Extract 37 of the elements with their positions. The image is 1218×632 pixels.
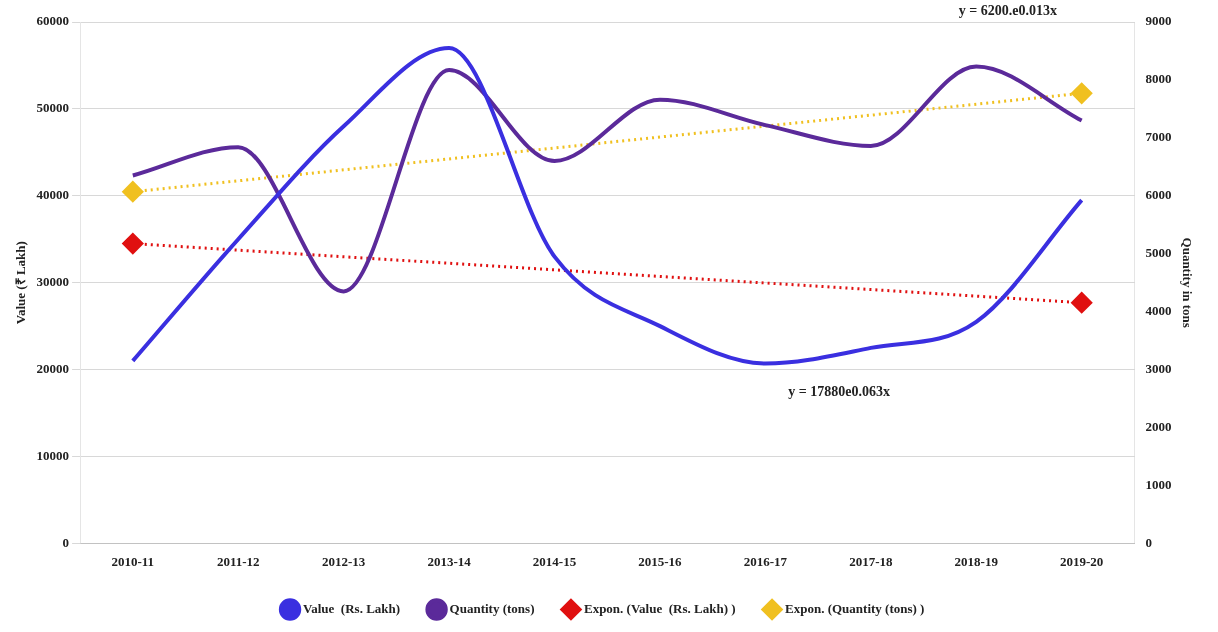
y2-tick-label: 7000 [1145, 129, 1172, 145]
y2-axis-title: Quantity in tons [1179, 237, 1195, 328]
y-tick-label: 40000 [36, 187, 70, 203]
x-tick-label: 2017-18 [849, 553, 893, 569]
x-tick-label: 2015-16 [638, 553, 683, 569]
y-tick-label: 10000 [36, 447, 70, 463]
y-tick-label: 20000 [36, 360, 70, 376]
x-tick-label: 2010-11 [111, 553, 155, 569]
x-tick-label: 2016-17 [743, 553, 788, 569]
legend-label: Expon. (Value (Rs. Lakh) ) [583, 600, 736, 616]
y2-tick-label: 2000 [1145, 418, 1172, 434]
y2-tick-label: 1000 [1145, 476, 1172, 492]
y-tick-label: 30000 [36, 274, 70, 290]
line-series [130, 46, 1084, 366]
x-tick-label: 2019-20 [1060, 553, 1104, 569]
line-series [130, 64, 1084, 294]
x-tick-label: 2013-14 [427, 553, 472, 569]
y2-tick-label: 0 [1145, 534, 1152, 550]
legend-label: Value (Rs. Lakh) [303, 600, 401, 616]
y-axis-title: Value (₹ Lakh) [13, 241, 29, 325]
x-tick-label: 2011-12 [216, 553, 260, 569]
x-tick-label: 2012-13 [322, 553, 366, 569]
y2-tick-label: 6000 [1145, 187, 1172, 203]
annotation: y = 17880e0.063x [788, 383, 891, 399]
y-tick-label: 0 [62, 534, 70, 550]
y2-tick-label: 4000 [1145, 303, 1172, 319]
legend-label: Quantity (tons) [449, 600, 535, 616]
legend-label: Expon. (Quantity (tons) ) [785, 600, 925, 616]
y2-tick-label: 8000 [1145, 71, 1172, 87]
y-tick-label: 60000 [36, 13, 70, 29]
y-tick-label: 50000 [36, 100, 70, 116]
y2-tick-label: 9000 [1145, 13, 1172, 29]
x-tick-label: 2014-15 [532, 553, 577, 569]
y2-tick-label: 5000 [1145, 245, 1172, 261]
y2-tick-label: 3000 [1145, 360, 1172, 376]
text: y = 6200.e0.013x [958, 3, 1057, 19]
x-tick-label: 2018-19 [954, 553, 999, 569]
